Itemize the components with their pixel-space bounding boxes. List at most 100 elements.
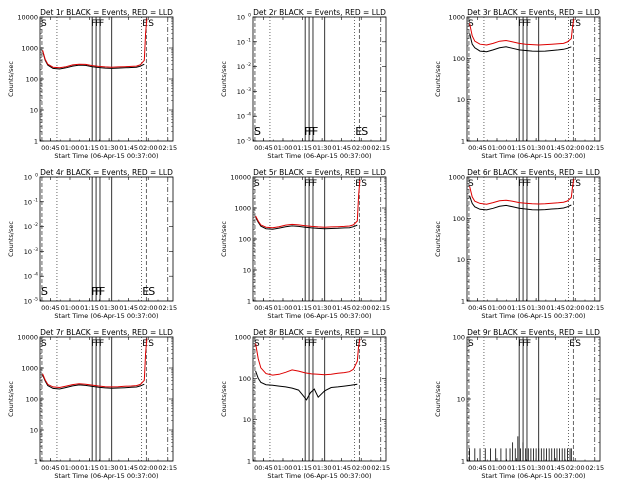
x-tick-label: 01:45 xyxy=(332,304,351,312)
flare-marker-label: F xyxy=(304,339,309,349)
x-axis-label: Start Time (06-Apr-15 00:37:00) xyxy=(54,312,158,320)
x-tick-label: 01:15 xyxy=(80,464,99,472)
plot-frame xyxy=(466,336,601,462)
x-tick-label: 01:30 xyxy=(527,304,546,312)
x-tick-label: 02:15 xyxy=(371,304,390,312)
x-axis-label: Start Time (06-Apr-15 00:37:00) xyxy=(54,152,158,160)
y-tick-label: 10 xyxy=(24,248,32,256)
y-tick-exponent: -3 xyxy=(247,87,252,93)
chart-title: Det 8r BLACK = Events, RED = LLD xyxy=(253,328,386,337)
x-axis-label: Start Time (06-Apr-15 00:37:00) xyxy=(481,312,585,320)
end-marker-label: E xyxy=(355,339,361,349)
y-tick-label: 10 xyxy=(30,427,38,435)
chart-title: Det 3r BLACK = Events, RED = LLD xyxy=(467,8,600,17)
x-tick-label: 01:30 xyxy=(313,464,332,472)
x-tick-label: 02:00 xyxy=(566,304,585,312)
chart-title: Det 5r BLACK = Events, RED = LLD xyxy=(253,168,386,177)
x-tick-label: 02:00 xyxy=(566,144,585,152)
x-tick-label: 01:00 xyxy=(274,304,293,312)
x-tick-label: 02:15 xyxy=(585,144,604,152)
y-tick-exponent: -2 xyxy=(34,222,39,228)
y-tick-label: 10 xyxy=(457,256,465,264)
x-tick-label: 01:00 xyxy=(488,304,507,312)
x-axis-label: Start Time (06-Apr-15 00:37:00) xyxy=(267,152,371,160)
y-tick-label: 1000 xyxy=(234,334,251,342)
y-tick-label: 1000 xyxy=(234,205,251,213)
x-tick-label: 00:45 xyxy=(468,464,487,472)
x-tick-label: 02:00 xyxy=(139,464,158,472)
y-tick-label: 1 xyxy=(34,458,38,466)
events-series-line xyxy=(255,217,358,230)
y-tick-exponent: -5 xyxy=(247,137,252,143)
end-marker-label: E xyxy=(142,19,148,29)
y-tick-label: 100 xyxy=(453,55,465,63)
x-tick-label: 02:00 xyxy=(139,304,158,312)
flare-marker-label: F xyxy=(522,179,527,189)
x-tick-label: 01:45 xyxy=(546,144,565,152)
x-tick-label: 01:15 xyxy=(80,304,99,312)
x-tick-label: 02:15 xyxy=(585,464,604,472)
x-tick-label: 01:45 xyxy=(119,464,138,472)
flare-marker-label: F xyxy=(312,179,317,189)
start-marker-label: S xyxy=(575,19,581,29)
x-tick-label: 00:45 xyxy=(254,464,273,472)
y-tick-exponent: -3 xyxy=(34,247,39,253)
flare-marker-label: F xyxy=(522,19,527,29)
x-tick-label: 01:15 xyxy=(507,304,526,312)
x-tick-label: 01:15 xyxy=(80,144,99,152)
x-tick-label: 01:15 xyxy=(293,464,312,472)
y-tick-label: 100 xyxy=(239,236,251,244)
x-tick-label: 01:00 xyxy=(274,144,293,152)
y-tick-label: 1000 xyxy=(448,14,465,22)
x-tick-label: 01:00 xyxy=(488,464,507,472)
flare-marker-label: F xyxy=(99,339,104,349)
x-tick-label: 02:00 xyxy=(352,464,371,472)
flare-marker-label: F xyxy=(304,125,310,138)
y-tick-label: 1 xyxy=(34,138,38,146)
start-marker-label: S xyxy=(41,19,47,29)
lld-series-line xyxy=(469,18,575,46)
events-series-line xyxy=(469,195,572,211)
y-tick-exponent: -5 xyxy=(34,297,39,303)
lld-series-line xyxy=(255,179,361,229)
end-marker-label: E xyxy=(569,19,575,29)
y-tick-exponent: -1 xyxy=(34,197,39,203)
end-marker-label: E xyxy=(142,339,148,349)
x-tick-label: 01:30 xyxy=(100,464,119,472)
y-tick-label: 10 xyxy=(237,113,245,121)
events-series-line xyxy=(469,33,572,53)
y-tick-exponent: -4 xyxy=(247,112,252,118)
flare-marker-label: F xyxy=(91,339,96,349)
x-tick-label: 01:30 xyxy=(313,304,332,312)
x-axis-label: Start Time (06-Apr-15 00:37:00) xyxy=(481,152,585,160)
chart-title: Det 7r BLACK = Events, RED = LLD xyxy=(40,328,173,337)
flare-marker-label: F xyxy=(99,19,104,29)
y-tick-label: 1 xyxy=(461,138,465,146)
y-axis-label: Counts/sec xyxy=(434,381,442,417)
y-axis-label: Counts/sec xyxy=(220,221,228,257)
y-tick-label: 10 xyxy=(457,396,465,404)
x-tick-label: 02:00 xyxy=(139,144,158,152)
x-tick-label: 01:00 xyxy=(274,464,293,472)
flare-marker-label: F xyxy=(526,179,531,189)
end-marker-label: E xyxy=(569,339,575,349)
chart-title: Det 1r BLACK = Events, RED = LLD xyxy=(40,8,173,17)
y-tick-label: 10000 xyxy=(230,174,251,182)
y-tick-exponent: 0 xyxy=(248,13,251,19)
plot-frame xyxy=(252,336,387,462)
start-marker-label: S xyxy=(148,19,154,29)
y-tick-label: 1 xyxy=(247,298,251,306)
x-tick-label: 00:45 xyxy=(254,304,273,312)
plot-frame xyxy=(466,176,601,302)
start-marker-label: S xyxy=(361,339,367,349)
y-axis-label: Counts/sec xyxy=(434,221,442,257)
x-tick-label: 02:00 xyxy=(566,464,585,472)
y-tick-label: 100 xyxy=(453,334,465,342)
lld-series-line xyxy=(42,338,148,389)
flare-marker-label: F xyxy=(308,179,313,189)
x-tick-label: 00:45 xyxy=(468,144,487,152)
flare-marker-label: F xyxy=(308,125,314,138)
y-tick-label: 100 xyxy=(26,396,38,404)
